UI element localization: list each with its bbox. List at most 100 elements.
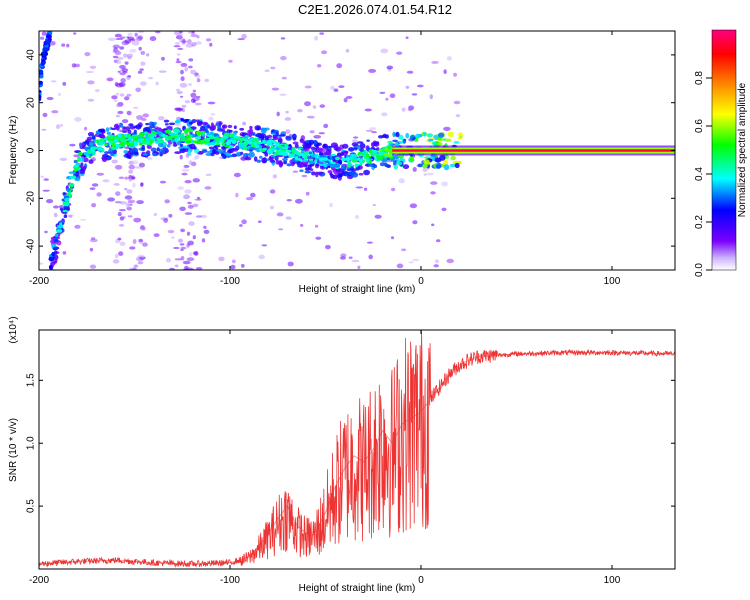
spectrogram-ridge-cell: [288, 153, 295, 158]
spectrogram-ridge-cell: [366, 159, 370, 163]
spectrogram-background-cell: [416, 84, 424, 88]
spectrogram-ridge-cell: [228, 133, 234, 138]
spectrogram-background-cell: [120, 78, 126, 83]
spectrogram-background-cell: [85, 71, 94, 73]
spectrogram-cell: [168, 122, 176, 126]
spectrogram-background-cell: [405, 36, 409, 39]
spectrogram-background-cell: [129, 48, 137, 53]
spectrogram-background-cell: [102, 179, 110, 183]
spectrogram-cell: [414, 138, 419, 142]
spectrogram-background-cell: [158, 70, 167, 73]
spectrogram-cell: [148, 121, 154, 127]
spectrogram-background-cell: [126, 53, 134, 58]
spectrogram-background-cell: [138, 238, 143, 243]
spectrogram-ridge-cell: [52, 246, 58, 251]
spectrogram-background-cell: [281, 76, 287, 80]
spectrogram-background-cell: [188, 221, 195, 226]
spectrogram-background-cell: [51, 110, 59, 114]
spectrogram-ridge-cell: [161, 133, 166, 137]
snr-y-tick-label: 1.5: [26, 373, 37, 387]
spectrogram-ridge-cell: [127, 143, 134, 146]
spectrogram-background-cell: [333, 88, 339, 92]
spectrogram-background-cell: [190, 69, 197, 75]
spectrogram-background-cell: [396, 51, 403, 55]
spectrogram-ridge-cell: [174, 133, 179, 137]
spectrogram-cell: [122, 130, 128, 134]
spectrogram-ridge-cell: [128, 136, 134, 140]
spectrogram-cell: [182, 145, 189, 149]
spectrogram-cell: [192, 119, 197, 122]
spectrogram-background-cell: [131, 40, 140, 46]
spectrogram-background-cell: [167, 229, 175, 234]
spectrogram-ridge-cell: [354, 163, 359, 168]
spectrogram-cell: [222, 124, 228, 129]
spectrogram-ridge-cell: [304, 151, 309, 155]
spectrogram-cell: [267, 134, 273, 139]
spectrogram-ridge-cell: [214, 136, 221, 141]
spectrogram-cell: [269, 159, 275, 163]
spectrogram-background-cell: [371, 131, 378, 134]
spectrogram-background-cell: [455, 114, 461, 118]
spectrogram-background-cell: [84, 52, 91, 57]
spectrogram-cell: [211, 124, 217, 131]
spectrogram-ridge-cell: [147, 133, 152, 138]
spectrogram-branch-cell: [39, 69, 44, 74]
snr-x-tick-label: 100: [604, 575, 621, 586]
spectrogram-background-cell: [441, 207, 447, 212]
spectrogram-background-cell: [192, 251, 198, 256]
spectrogram-cell: [239, 127, 245, 131]
spectrogram-ridge-cell: [335, 156, 340, 161]
spectrogram-background-cell: [180, 69, 184, 75]
spectrogram-ridge-cell: [89, 141, 93, 146]
spectrogram-background-cell: [401, 248, 407, 252]
spectrogram-background-cell: [90, 238, 98, 243]
spectrogram-background-cell: [336, 63, 343, 69]
spectrogram-background-cell: [250, 192, 256, 198]
colorbar-tick-label: 0.0: [694, 263, 705, 277]
spectrogram-cell: [351, 142, 359, 147]
spectrogram-cell: [99, 134, 106, 139]
spectrogram-cell: [316, 171, 323, 175]
spectrogram-cell: [86, 136, 93, 141]
spectrogram-ridge-cell: [86, 149, 92, 154]
spectrogram-cell: [175, 119, 182, 124]
spectrogram-background-cell: [126, 189, 133, 194]
spectrogram-ridge-cell: [48, 256, 55, 262]
spectrogram-background-cell: [114, 164, 123, 170]
spectrogram-branch-cell: [41, 58, 46, 63]
spectrogram-cell: [259, 155, 263, 159]
spectrogram-background-cell: [409, 203, 418, 209]
spectrogram-ridge-cell: [113, 138, 118, 144]
spectrogram-ridge-cell: [293, 151, 300, 155]
colorbar-tick-label: 0.6: [694, 119, 705, 133]
spectrogram-cell: [127, 150, 131, 155]
spectrogram-ridge-cell: [271, 147, 275, 153]
spectrogram-background-cell: [364, 108, 372, 112]
spectrogram-background-cell: [187, 204, 194, 209]
spectrogram-cell: [201, 121, 208, 126]
spectrogram-ridge-cell: [73, 164, 79, 168]
spectrogram-background-cell: [181, 168, 190, 172]
spectrogram-ridge-cell: [201, 134, 206, 137]
spectrogram-background-cell: [443, 69, 447, 75]
spectrogram-background-cell: [112, 49, 120, 54]
spectrogram-ridge-cell: [291, 148, 296, 154]
spectrogram-cell: [80, 162, 84, 167]
spectrogram-cell: [184, 147, 189, 153]
spectrogram-background-cell: [119, 201, 127, 205]
spectrogram-ridge-cell: [314, 154, 320, 159]
spectrogram-background-cell: [309, 130, 315, 134]
spectrogram-cell: [226, 129, 231, 134]
spectrogram-cell: [79, 146, 86, 150]
spectrogram-ridge-cell: [164, 137, 169, 141]
spectrogram-cell: [423, 132, 427, 137]
spectrogram-background-cell: [405, 85, 410, 89]
spectrogram-background-cell: [137, 70, 143, 74]
spectrogram-background-cell: [192, 89, 197, 93]
spectrogram-cell: [358, 172, 364, 176]
spectrogram-background-cell: [55, 124, 61, 130]
spectrogram-ridge-cell: [204, 138, 211, 143]
spectrogram-y-tick-label: -20: [26, 191, 37, 206]
spectrogram-background-cell: [352, 139, 358, 143]
spectrogram-cell: [256, 126, 260, 131]
